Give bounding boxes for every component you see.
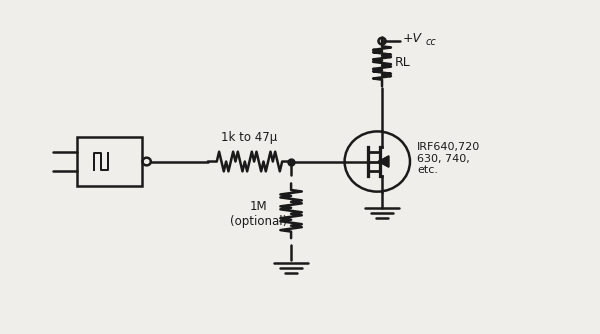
Polygon shape xyxy=(379,156,389,167)
Text: 1M
(optional): 1M (optional) xyxy=(230,199,287,227)
Text: +V: +V xyxy=(403,32,422,45)
Text: IRF640,720
630, 740,
etc.: IRF640,720 630, 740, etc. xyxy=(417,142,481,175)
Text: 1k to 47μ: 1k to 47μ xyxy=(221,131,278,144)
Text: RL: RL xyxy=(395,56,411,69)
Text: cc: cc xyxy=(425,37,436,47)
